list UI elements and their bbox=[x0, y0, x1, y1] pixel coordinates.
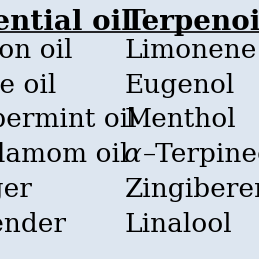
Text: α: α bbox=[124, 142, 142, 168]
Text: Menthol: Menthol bbox=[124, 107, 236, 133]
Text: Essential oil: Essential oil bbox=[0, 9, 132, 36]
Text: Linalool: Linalool bbox=[124, 212, 232, 238]
Text: Eugenol: Eugenol bbox=[124, 73, 235, 98]
Text: Lavender: Lavender bbox=[0, 212, 66, 238]
Text: Peppermint oil: Peppermint oil bbox=[0, 107, 137, 133]
Text: Terpenoid: Terpenoid bbox=[124, 9, 259, 36]
Text: Limonene: Limonene bbox=[124, 38, 257, 63]
Text: Zingiberene: Zingiberene bbox=[124, 177, 259, 203]
Text: Lemon oil: Lemon oil bbox=[0, 38, 73, 63]
Text: Clove oil: Clove oil bbox=[0, 73, 57, 98]
Text: –Terpineol: –Terpineol bbox=[142, 142, 259, 168]
Text: Ginger: Ginger bbox=[0, 177, 32, 203]
Text: Cardamom oil: Cardamom oil bbox=[0, 142, 129, 168]
